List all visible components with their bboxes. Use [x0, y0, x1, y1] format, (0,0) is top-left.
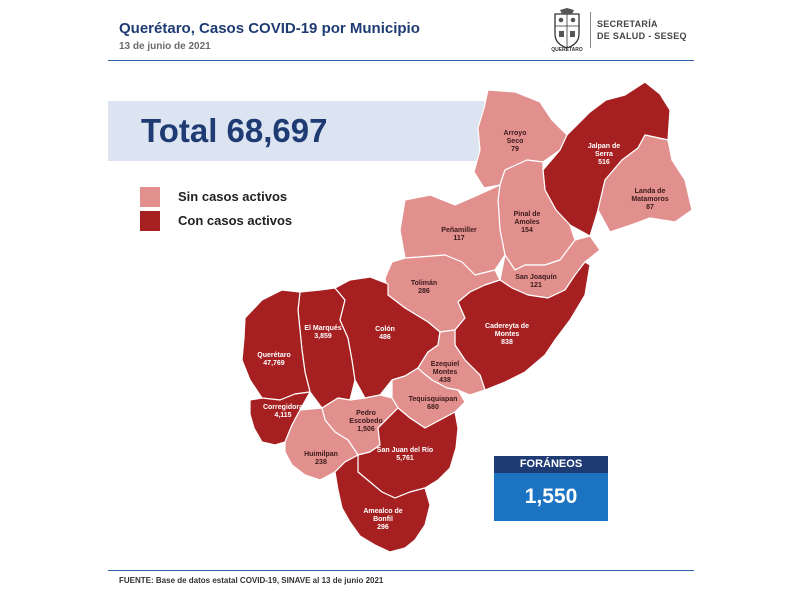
municipality-name: Corregidora — [262, 404, 304, 411]
municipality-cases: 1,506 — [357, 426, 375, 433]
municipality-name: El Marqués — [304, 325, 342, 332]
legend-label-sin-casos: Sin casos activos — [178, 189, 288, 204]
logo-separator — [590, 12, 591, 48]
municipality-name: Tequisquiapan — [408, 396, 458, 403]
municipality-cases: 486 — [379, 334, 391, 341]
municipality-cases: 3,859 — [314, 333, 332, 340]
label-ezequiel-montes: Ezequiel Montes 438 — [431, 361, 459, 385]
agency-name-line2: DE SALUD - SESEQ — [597, 31, 687, 41]
label-corregidora: Corregidora 4,115 — [263, 404, 303, 420]
municipality-name-2: Escobedo — [349, 418, 383, 425]
foraneos-value: 1,550 — [494, 473, 608, 521]
municipality-name: Amealco de — [363, 508, 403, 515]
municipality-cases: 838 — [501, 339, 513, 346]
label-jalpan-de-serra: Jalpan de Serra 516 — [588, 143, 620, 167]
municipality-name-2: Serra — [595, 151, 613, 158]
municipality-name: Peñamiller — [441, 227, 477, 234]
label-arroyo-seco: Arroyo Seco 79 — [504, 130, 527, 154]
municipality-cases: 121 — [530, 282, 542, 289]
report-date: 13 de junio de 2021 — [119, 41, 211, 52]
header-divider — [108, 60, 694, 61]
label-colon: Colón 486 — [375, 326, 395, 342]
municipality-cases: 79 — [511, 146, 519, 153]
agency-name-line1: SECRETARÍA — [597, 19, 658, 29]
total-box: Total 68,697 — [108, 101, 488, 161]
municipality-name: Cadereyta de — [485, 323, 529, 330]
municipality-cases: 680 — [427, 404, 439, 411]
municipality-name: Colón — [375, 326, 395, 333]
page-title: Querétaro, Casos COVID-19 por Municipio — [119, 20, 420, 37]
municipality-name-2: Bonfil — [373, 516, 393, 523]
label-san-juan-del-rio: San Juan del Río 5,761 — [377, 447, 433, 463]
label-amealco-de-bonfil: Amealco de Bonfil 296 — [363, 508, 402, 532]
region-cadereyta-de-montes[interactable] — [454, 261, 591, 391]
label-penamiller: Peñamiller 117 — [441, 227, 476, 243]
label-el-marques: El Marqués 3,859 — [304, 325, 341, 341]
municipality-name: Pinal de — [513, 211, 541, 218]
municipality-name: San Joaquín — [515, 274, 557, 281]
municipality-name: Landa de — [634, 188, 666, 195]
label-landa-de-matamoros: Landa de Matamoros 87 — [631, 188, 668, 212]
municipality-name: Querétaro — [257, 352, 291, 359]
municipality-cases: 4,115 — [274, 412, 292, 419]
municipality-name: Tolimán — [410, 280, 438, 287]
label-pinal-de-amoles: Pinal de Amoles 154 — [514, 211, 541, 235]
municipality-cases: 47,769 — [263, 360, 285, 367]
municipality-name-2: Montes — [494, 331, 520, 338]
municipality-cases: 87 — [646, 204, 654, 211]
label-toliman: Tolimán 286 — [411, 280, 437, 296]
source-note: FUENTE: Base de datos estatal COVID-19, … — [119, 576, 384, 585]
municipality-name-2: Montes — [432, 369, 458, 376]
municipality-cases: 286 — [418, 288, 430, 295]
label-queretaro: Querétaro 47,769 — [257, 352, 290, 368]
municipality-name-2: Seco — [506, 138, 524, 145]
municipality-name: San Juan del Río — [376, 447, 434, 454]
municipality-name-2: Amoles — [514, 219, 540, 226]
legend-swatch-sin-casos — [140, 187, 160, 207]
label-san-joaquin: San Joaquín 121 — [515, 274, 557, 290]
legend-swatch-con-casos — [140, 211, 160, 231]
municipality-name: Ezequiel — [430, 361, 460, 368]
municipality-name: Huimilpan — [304, 451, 338, 458]
foraneos-label: FORÁNEOS — [494, 456, 608, 473]
label-tequisquiapan: Tequisquiapan 680 — [409, 396, 458, 412]
label-cadereyta-de-montes: Cadereyta de Montes 838 — [485, 323, 529, 347]
footer-divider — [108, 570, 694, 571]
label-huimilpan: Huimilpan 238 — [304, 451, 338, 467]
municipality-name: Pedro — [356, 410, 376, 417]
municipality-cases: 296 — [377, 524, 389, 531]
coat-of-arms-icon — [554, 8, 580, 49]
municipality-cases: 238 — [315, 459, 327, 466]
region-amealco-de-bonfil[interactable] — [334, 454, 431, 553]
municipality-cases: 516 — [598, 159, 610, 166]
municipality-name: Arroyo — [503, 130, 527, 137]
label-pedro-escobedo: Pedro Escobedo 1,506 — [349, 410, 382, 434]
total-cases: Total 68,697 — [141, 112, 328, 149]
region-landa-de-matamoros[interactable] — [597, 134, 693, 233]
municipality-name: Jalpan de — [587, 143, 621, 150]
municipality-name-2: Matamoros — [631, 196, 669, 203]
logo-caption: QUERÉTARO — [551, 47, 583, 53]
municipality-cases: 154 — [521, 227, 533, 234]
municipality-cases: 117 — [453, 235, 465, 242]
municipality-cases: 438 — [439, 377, 451, 384]
municipality-cases: 5,761 — [396, 455, 414, 462]
legend-label-con-casos: Con casos activos — [178, 213, 293, 228]
